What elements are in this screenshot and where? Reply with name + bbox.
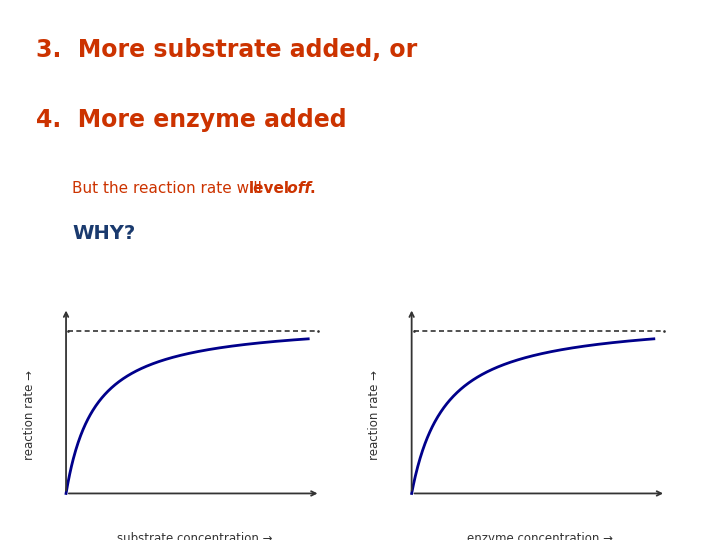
Text: 4.  More enzyme added: 4. More enzyme added <box>36 108 346 132</box>
Text: off: off <box>282 181 311 196</box>
Text: reaction rate →: reaction rate → <box>23 370 36 460</box>
Text: .: . <box>310 181 315 196</box>
Text: But the reaction rate will: But the reaction rate will <box>72 181 266 196</box>
Text: enzyme concentration →: enzyme concentration → <box>467 532 613 540</box>
Text: WHY?: WHY? <box>72 224 135 243</box>
Text: level: level <box>248 181 289 196</box>
Text: substrate concentration →: substrate concentration → <box>117 532 272 540</box>
Text: 3.  More substrate added, or: 3. More substrate added, or <box>36 38 418 62</box>
Text: reaction rate →: reaction rate → <box>369 370 382 460</box>
